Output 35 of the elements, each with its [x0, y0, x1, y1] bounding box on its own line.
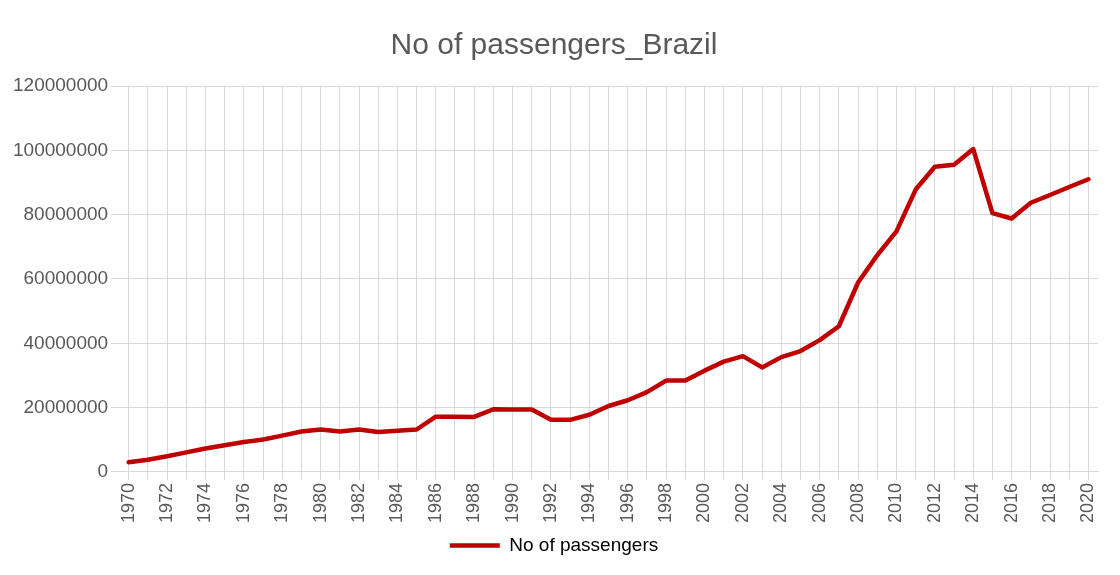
x-tick-label: 2008	[847, 482, 868, 523]
x-tick-label: 2004	[770, 482, 791, 523]
x-tick-label: 1994	[578, 482, 599, 523]
x-tick-label: 2010	[885, 482, 906, 523]
y-tick-label: 0	[97, 460, 109, 482]
x-tick-label: 1984	[386, 482, 407, 523]
x-tick-label: 1980	[309, 482, 330, 523]
x-tick-label: 2012	[923, 482, 944, 523]
legend-label: No of passengers	[509, 533, 659, 555]
x-tick-label: 2002	[731, 482, 752, 523]
x-tick-label: 2000	[693, 482, 714, 523]
x-tick-label: 2018	[1038, 482, 1059, 523]
x-tick-label: 1998	[655, 482, 676, 523]
x-tick-label: 1990	[501, 482, 522, 523]
x-tick-label: 1982	[348, 482, 368, 523]
x-tick-label: 2016	[1000, 482, 1021, 523]
x-tick-label: 2006	[808, 482, 829, 523]
x-tick-label: 1972	[156, 482, 177, 523]
y-tick-label: 40000000	[23, 331, 109, 353]
x-tick-label: 1978	[271, 482, 292, 523]
chart-title: No of passengers_Brazil	[390, 27, 718, 61]
x-tick-label: 1970	[117, 482, 138, 523]
x-tick-label: 1996	[616, 482, 637, 523]
x-tick-label: 1974	[194, 482, 215, 523]
x-tick-label: 2014	[962, 482, 983, 523]
y-tick-label: 80000000	[23, 202, 109, 224]
x-tick-label: 1992	[539, 482, 560, 523]
x-tick-label: 1976	[232, 482, 253, 523]
y-tick-label: 100000000	[12, 138, 109, 160]
y-tick-label: 20000000	[23, 395, 109, 417]
y-tick-label: 120000000	[12, 74, 109, 96]
x-tick-label: 1986	[424, 482, 445, 523]
x-tick-label: 1988	[463, 482, 484, 523]
x-tick-label: 2020	[1077, 482, 1098, 523]
y-tick-label: 60000000	[23, 267, 109, 289]
